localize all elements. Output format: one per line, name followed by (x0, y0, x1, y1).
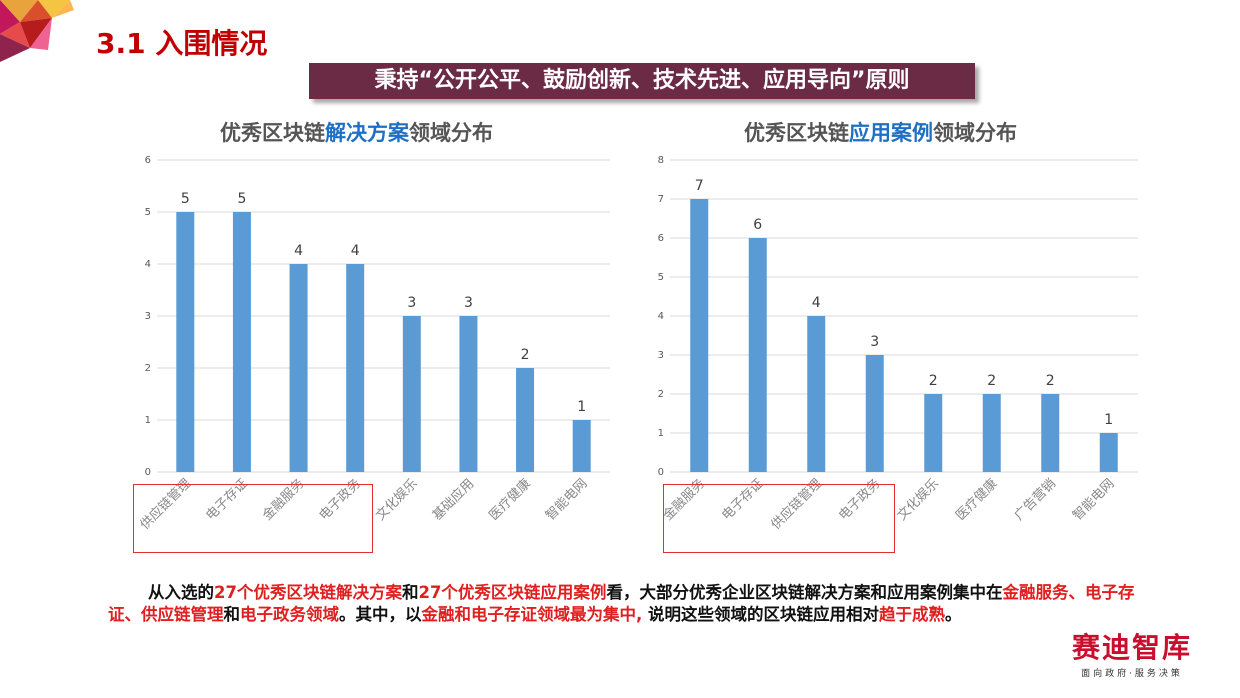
y-tick-label: 2 (658, 389, 664, 400)
data-label: 7 (695, 178, 704, 194)
bar (176, 212, 195, 472)
y-tick-label: 5 (658, 272, 664, 283)
chart-title-solutions-post: 领域分布 (409, 121, 493, 145)
y-tick-label: 4 (145, 259, 151, 270)
bar (807, 316, 826, 472)
bar (516, 368, 535, 472)
y-tick-label: 2 (145, 363, 151, 374)
logo-name: 赛迪智库 (1071, 631, 1192, 664)
data-label: 4 (812, 295, 821, 311)
y-tick-label: 6 (658, 233, 664, 244)
summary-paragraph: 从入选的27个优秀区块链解决方案和27个优秀区块链应用案例看，大部分优秀企业区块… (108, 582, 1148, 626)
y-tick-label: 3 (145, 311, 151, 322)
data-label: 5 (237, 191, 246, 207)
corner-decoration (0, 0, 74, 62)
data-label: 3 (407, 295, 416, 311)
y-tick-label: 0 (145, 467, 151, 478)
bar (690, 199, 709, 472)
bar (232, 212, 251, 472)
summary-text: 从入选的 (148, 583, 214, 602)
y-tick-label: 5 (145, 207, 151, 218)
logo-slogan: 面向政府·服务决策 (1081, 669, 1183, 679)
chart-title-solutions-pre: 优秀区块链 (220, 121, 325, 145)
summary-highlight: 趋于成熟 (879, 605, 946, 624)
y-tick-label: 7 (658, 194, 664, 205)
data-label: 4 (351, 243, 360, 259)
y-tick-label: 6 (145, 155, 151, 166)
data-label: 3 (870, 334, 879, 350)
bar (924, 394, 943, 472)
x-tick-label: 医疗健康 (486, 476, 534, 524)
data-label: 4 (294, 243, 303, 259)
logo: 赛迪智库 面向政府·服务决策 (1057, 631, 1207, 680)
y-tick-label: 1 (145, 415, 151, 426)
chart-title-cases-post: 领域分布 (933, 121, 1017, 145)
x-tick-label: 基础应用 (429, 476, 477, 524)
chart-title-cases-pre: 优秀区块链 (744, 121, 849, 145)
summary-highlight: 电子政务领域 (240, 605, 339, 624)
chart-title-cases: 优秀区块链应用案例领域分布 (744, 117, 1017, 147)
summary-highlight: 27个优秀区块链应用案例 (418, 583, 607, 602)
x-tick-label: 智能电网 (543, 476, 590, 523)
summary-text: 和 (223, 605, 241, 624)
data-label: 2 (1046, 373, 1055, 389)
cases-bar-chart: 0123456787金融服务6电子存证4供应链管理3电子政务2文化娱乐2医疗健康… (658, 155, 1138, 533)
summary-highlight: 金融服务、电子存证、供应链管理 (108, 583, 1135, 624)
summary-text: 。其中，以 (339, 605, 422, 624)
data-label: 6 (753, 217, 762, 233)
chart-title-solutions-highlight: 解决方案 (325, 121, 409, 145)
bar (459, 316, 478, 472)
bar (402, 316, 421, 472)
highlight-box-cases (663, 484, 895, 553)
bar (346, 264, 365, 472)
x-tick-label: 文化娱乐 (373, 476, 420, 523)
y-tick-label: 3 (658, 350, 664, 361)
chart-title-solutions: 优秀区块链解决方案领域分布 (220, 117, 493, 147)
solutions-bar-chart: 01234565供应链管理5电子存证4金融服务4电子政务3文化娱乐3基础应用2医… (137, 155, 610, 533)
y-tick-label: 8 (658, 155, 664, 166)
chart-title-cases-highlight: 应用案例 (849, 121, 933, 145)
summary-text: 。 (945, 605, 962, 624)
bar (982, 394, 1001, 472)
data-label: 5 (181, 191, 190, 207)
x-tick-label: 医疗健康 (952, 476, 1000, 524)
summary-text: 看，大部分优秀企业区块链解决方案和应用案例集中在 (606, 583, 1003, 602)
bar (748, 238, 767, 472)
principle-banner: 秉持“公开公平、鼓励创新、技术先进、应用导向”原则 (309, 63, 975, 99)
data-label: 2 (521, 347, 530, 363)
data-label: 1 (1104, 412, 1113, 428)
y-tick-label: 0 (658, 467, 664, 478)
bar (289, 264, 308, 472)
bar (1041, 394, 1060, 472)
highlight-box-solutions (133, 484, 373, 553)
data-label: 2 (929, 373, 938, 389)
y-tick-label: 1 (658, 428, 664, 439)
bar (865, 355, 884, 472)
data-label: 1 (577, 399, 586, 415)
summary-highlight: 金融和电子存证领域最为集中, (421, 605, 643, 624)
data-label: 2 (987, 373, 996, 389)
bar (1099, 433, 1118, 472)
x-tick-label: 智能电网 (1070, 476, 1117, 523)
summary-text: 说明这些领域的区块链应用相对 (642, 605, 880, 624)
summary-highlight: 27个优秀区块链解决方案 (214, 583, 402, 602)
summary-text: 和 (401, 583, 419, 602)
bar (572, 420, 591, 472)
data-label: 3 (464, 295, 473, 311)
page-title: 3.1 入围情况 (96, 27, 268, 60)
x-tick-label: 广告营销 (1012, 476, 1059, 523)
x-tick-label: 文化娱乐 (895, 476, 942, 523)
y-tick-label: 4 (658, 311, 664, 322)
